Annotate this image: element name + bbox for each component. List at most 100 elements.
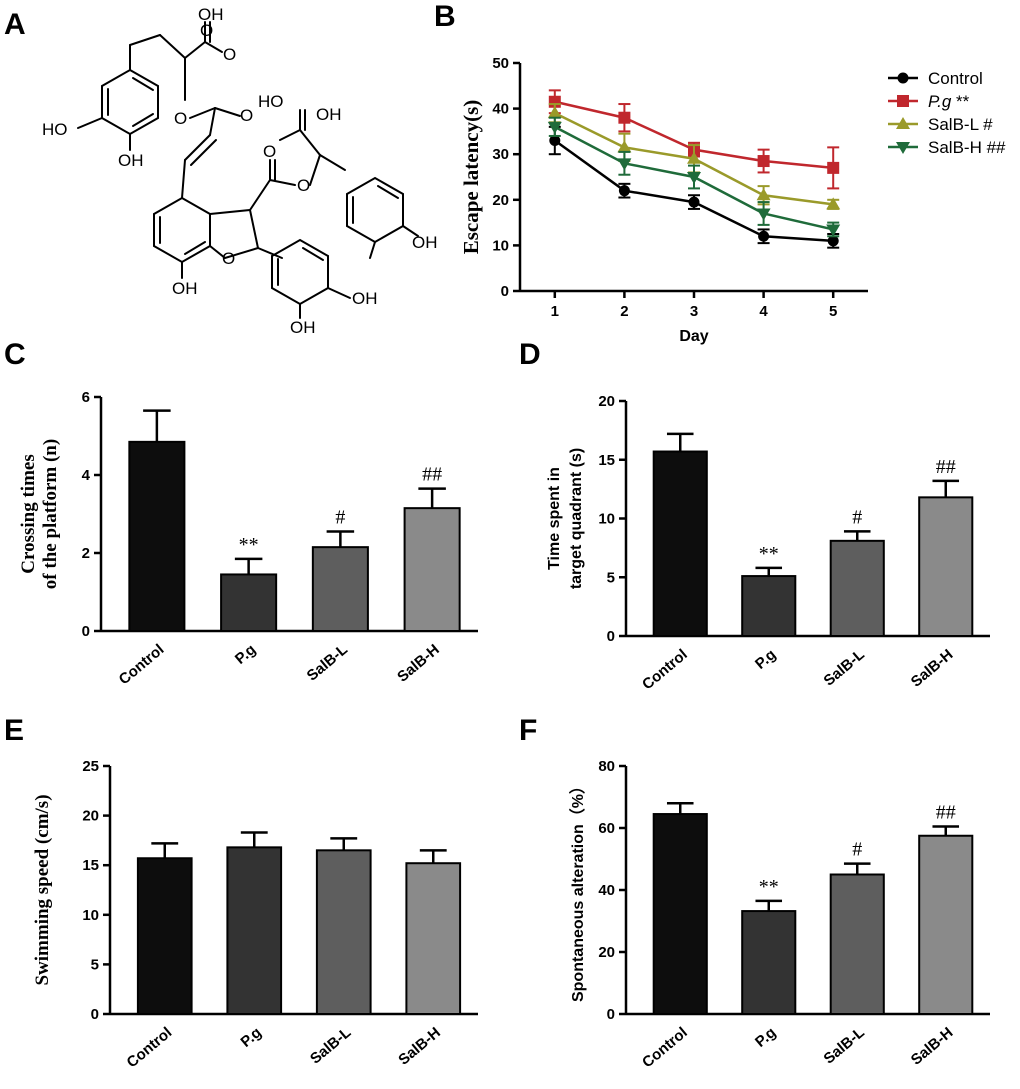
significance-label: ** [239,534,259,556]
y-axis-title: Crossing times [18,454,39,573]
data-point [757,155,770,168]
x-tick-label: SalB-L [304,641,351,685]
y-tick-label: 4 [82,467,91,484]
y-tick-label: 2 [82,545,90,562]
series-salbh [547,116,841,238]
significance-label: # [852,506,862,528]
bar [829,873,885,1015]
y-tick-label: 0 [82,623,90,640]
bar [741,910,797,1016]
catechol-ring-right [346,176,404,244]
x-tick-label: SalB-L [820,1024,867,1068]
y-tick-label: 5 [607,569,615,586]
x-tick-label: SalB-L [307,1024,354,1068]
x-tick-label: P.g [232,641,259,668]
bar [741,575,797,638]
y-tick-label: 0 [607,1006,615,1023]
x-tick-label: Control [116,641,168,688]
data-point [897,72,909,84]
significance-label: ** [759,876,779,898]
y-tick-label: 20 [598,944,615,961]
y-tick-label: 15 [598,452,615,469]
legend-label: SalB-L # [928,115,993,134]
bar [918,496,974,637]
y-tick-label: 20 [82,808,99,825]
data-point [617,158,632,171]
data-point [618,185,630,197]
y-tick-label: 5 [91,956,99,973]
y-tick-label: 40 [492,101,509,118]
x-tick-label: 1 [551,303,559,320]
bar [652,813,708,1015]
significance-label: ## [936,801,956,823]
panel-label-f: F [519,714,537,747]
panel-d-bar-chart: 0 5 10 15 20 Control ** P.g # SalB-L ## SalB-H Time … [546,393,990,693]
significance-label: # [852,839,862,861]
panel-e-bar-chart: 0 5 10 15 20 25 Control P.g SalB-L SalB-H Swimming… [32,758,478,1071]
panel-label-d: D [519,338,541,371]
y-tick-label: 10 [598,511,615,528]
data-point [618,111,631,124]
x-axis-title: Day [679,328,708,345]
data-point [756,208,771,221]
catechol-ring-lower [271,238,329,306]
significance-label: # [335,507,345,529]
y-tick-label: 25 [82,758,99,775]
significance-label: ## [422,464,442,486]
y-tick-label: 50 [492,55,509,72]
y-tick-label: 0 [91,1006,99,1023]
x-tick-label: 2 [620,303,628,320]
data-point [827,161,840,174]
bar [226,846,283,1015]
y-tick-label: 6 [82,389,90,406]
x-tick-label: SalB-L [820,646,867,690]
panel-label-b: B [434,0,456,33]
bar [829,539,885,638]
x-tick-label: P.g [752,1024,779,1051]
catechol-ring-left [101,68,159,136]
x-tick-label: P.g [237,1024,264,1051]
data-point [827,235,839,247]
significance-label: ## [936,456,956,478]
x-tick-label: 4 [759,303,768,320]
data-point [896,142,910,154]
y-tick-label: 10 [82,907,99,924]
bar [918,834,974,1015]
data-point [549,135,561,147]
y-tick-label: 10 [492,237,509,254]
x-tick-label: SalB-H [908,646,957,691]
legend-entry: SalB-H ## [888,138,1006,157]
data-point [756,188,771,201]
y-axis-title: target quadrant (s) [568,448,585,589]
legend-entry: P.g ** [888,92,970,111]
panel-b-line-chart: 0 10 20 30 40 50 1 2 3 4 5 Day Escape latency(s) Cont… [459,55,1006,345]
x-tick-label: 3 [690,303,698,320]
bar [315,849,372,1015]
chem-label: O [222,249,235,268]
panel-label-c: C [4,338,26,371]
chem-label: O [297,176,310,195]
x-tick-label: SalB-H [395,1024,444,1069]
series-control [548,125,840,249]
x-tick-label: 5 [829,303,837,320]
y-axis-title: Escape latency(s) [459,100,483,255]
data-point [896,117,910,129]
legend-entry: SalB-L # [888,115,993,134]
y-axis-title: Spontaneous alteration（%） [569,778,587,1002]
chem-label: HO [258,92,284,111]
data-point [687,151,701,164]
legend-label: P.g ** [928,92,970,111]
data-point [687,172,701,184]
panel-f-bar-chart: 0 20 40 60 80 Control ** P.g # SalB-L ## SalB-H Spon… [569,758,990,1071]
bar [128,440,186,632]
chem-label: O [174,109,187,128]
series-pg [548,89,840,190]
chem-label: OH [316,105,342,124]
y-tick-label: 20 [598,393,615,410]
data-point [617,140,632,153]
panel-label-e: E [4,714,24,747]
bar [136,857,193,1015]
chem-label: OH [412,233,438,252]
